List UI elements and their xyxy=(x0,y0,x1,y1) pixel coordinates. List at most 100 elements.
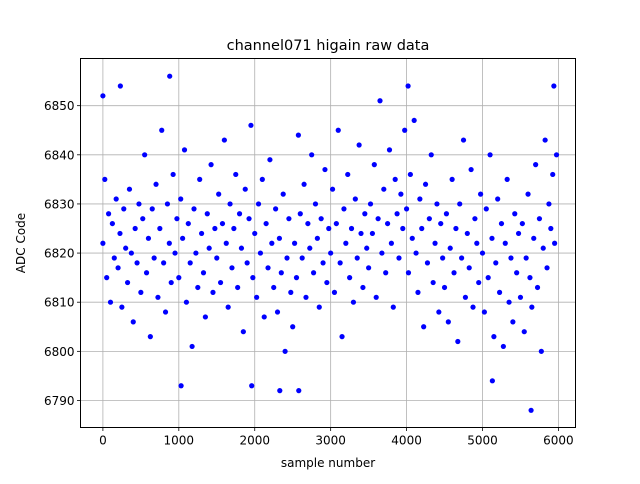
x-tick-label: 1000 xyxy=(164,434,195,448)
data-point xyxy=(123,245,129,251)
data-point xyxy=(394,211,400,217)
data-point xyxy=(172,250,178,256)
data-point xyxy=(128,250,134,256)
data-point xyxy=(299,255,305,261)
data-point xyxy=(422,181,429,187)
data-point xyxy=(257,250,264,256)
data-point xyxy=(200,270,207,276)
data-point xyxy=(506,299,512,305)
data-point xyxy=(303,294,309,300)
data-point xyxy=(314,235,320,241)
data-point xyxy=(432,240,438,246)
x-tick-label: 5000 xyxy=(467,434,498,448)
data-point xyxy=(206,245,212,251)
data-point xyxy=(193,250,199,256)
data-point xyxy=(441,284,448,291)
data-point xyxy=(263,220,269,227)
data-point xyxy=(453,225,459,232)
data-point xyxy=(426,216,432,222)
x-axis-label: sample number xyxy=(281,456,375,470)
data-point xyxy=(140,216,146,222)
data-point xyxy=(107,299,114,305)
data-point xyxy=(290,324,296,330)
data-point xyxy=(204,211,210,217)
data-point xyxy=(464,230,470,237)
data-point xyxy=(246,216,252,222)
data-point xyxy=(164,201,171,207)
data-point xyxy=(331,289,338,295)
data-point xyxy=(187,260,193,266)
data-point xyxy=(474,240,480,246)
data-point xyxy=(496,289,503,295)
data-point xyxy=(517,294,524,300)
data-point xyxy=(276,235,283,241)
data-point xyxy=(536,216,543,222)
data-point xyxy=(354,255,360,261)
data-point xyxy=(214,255,220,261)
data-point xyxy=(528,407,534,413)
data-point xyxy=(472,216,478,222)
data-point xyxy=(229,265,235,271)
data-point xyxy=(392,176,398,182)
x-tick-label: 3000 xyxy=(315,434,346,448)
data-point xyxy=(277,388,283,394)
data-point xyxy=(295,132,301,138)
data-point xyxy=(161,260,167,266)
data-point xyxy=(284,255,290,261)
data-point xyxy=(388,240,394,246)
data-point xyxy=(493,260,499,266)
data-point xyxy=(485,275,491,281)
data-point xyxy=(170,171,176,178)
data-point xyxy=(500,343,506,350)
data-point xyxy=(339,334,345,340)
data-point xyxy=(130,319,136,325)
data-point xyxy=(413,250,419,256)
data-point xyxy=(540,245,546,251)
data-point xyxy=(455,338,461,345)
data-point xyxy=(542,137,548,143)
data-point xyxy=(502,240,508,246)
data-point xyxy=(238,245,245,251)
data-point xyxy=(362,211,368,217)
data-point xyxy=(377,98,383,104)
data-point xyxy=(252,230,258,237)
data-point xyxy=(519,220,525,227)
data-point xyxy=(462,294,469,300)
data-point xyxy=(417,196,423,202)
x-tick-label: 2000 xyxy=(239,434,270,448)
data-point xyxy=(546,201,552,207)
data-point xyxy=(255,201,262,207)
data-point xyxy=(421,324,427,330)
data-point xyxy=(273,206,279,212)
data-point xyxy=(544,265,550,271)
data-point xyxy=(309,152,315,158)
x-tick-label: 0 xyxy=(99,434,107,448)
data-point xyxy=(178,383,184,389)
data-point xyxy=(198,230,205,237)
data-point xyxy=(293,275,300,281)
data-point xyxy=(269,240,275,246)
data-point xyxy=(531,235,537,241)
data-point xyxy=(221,137,227,143)
data-point xyxy=(134,260,140,266)
x-tick-label: 6000 xyxy=(543,434,574,448)
data-point xyxy=(261,314,267,320)
data-point xyxy=(396,255,402,261)
data-point xyxy=(375,216,381,222)
data-point xyxy=(476,279,482,286)
data-point xyxy=(470,304,476,310)
data-point xyxy=(212,225,218,232)
data-point xyxy=(512,211,518,217)
data-point xyxy=(265,265,271,271)
data-point xyxy=(409,235,415,241)
data-point xyxy=(121,206,127,212)
data-point xyxy=(236,211,243,217)
data-point xyxy=(479,250,486,256)
data-point xyxy=(271,284,277,291)
data-point xyxy=(383,270,389,276)
data-point xyxy=(521,329,527,335)
data-point xyxy=(167,73,173,79)
data-point xyxy=(447,245,453,251)
data-point xyxy=(254,294,260,300)
